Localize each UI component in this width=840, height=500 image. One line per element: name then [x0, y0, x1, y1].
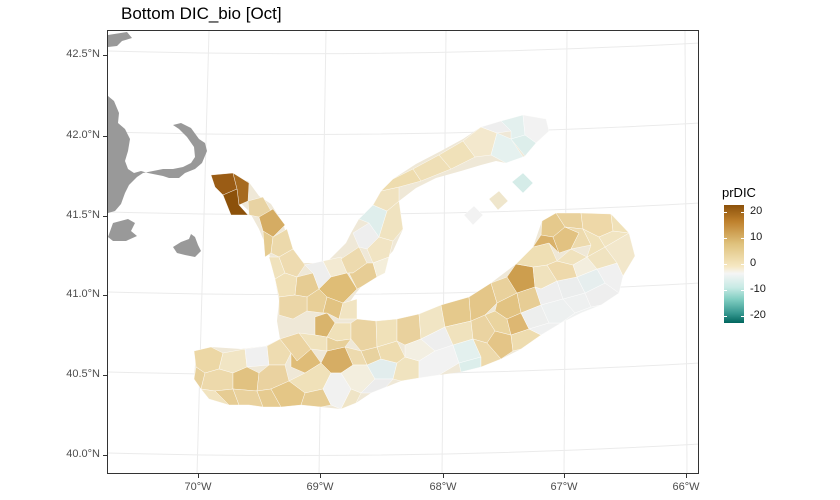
graticule: [108, 31, 698, 473]
lon-tick: [443, 474, 444, 478]
lon-tick: [564, 474, 565, 478]
legend-colorbar: [724, 205, 744, 323]
map-title: Bottom DIC_bio [Oct]: [121, 4, 282, 23]
legend-label-10: 10: [750, 231, 763, 243]
lat-tick: [103, 455, 107, 456]
cells: [193, 114, 636, 410]
lat-label-40-0: 40.0°N: [66, 448, 100, 460]
legend-label-minus-10: -10: [750, 283, 766, 295]
lat-label-42-0: 42.0°N: [66, 129, 100, 141]
lon-tick: [198, 474, 199, 478]
lat-tick: [103, 136, 107, 137]
legend-tick: [741, 238, 744, 239]
lat-label-40-5: 40.5°N: [66, 368, 100, 380]
legend-label-0: 0: [750, 257, 757, 269]
legend-tick: [741, 264, 744, 265]
map-svg: [108, 31, 698, 473]
lon-label-70w: 70°W: [184, 481, 212, 493]
lon-tick: [320, 474, 321, 478]
lon-label-66w: 66°W: [672, 481, 700, 493]
legend-tick: [741, 316, 744, 317]
map-panel: [107, 30, 699, 474]
legend-tick: [724, 238, 727, 239]
lat-tick: [103, 375, 107, 376]
legend-tick: [724, 264, 727, 265]
lat-label-42-5: 42.5°N: [66, 48, 100, 60]
lon-label-69w: 69°W: [306, 481, 334, 493]
land: [108, 32, 207, 257]
lat-tick: [103, 295, 107, 296]
lon-label-68w: 68°W: [429, 481, 457, 493]
legend-tick: [741, 290, 744, 291]
lat-label-41-5: 41.5°N: [66, 209, 100, 221]
legend-tick: [724, 290, 727, 291]
lat-label-41-0: 41.0°N: [66, 288, 100, 300]
legend-label-minus-20: -20: [750, 309, 766, 321]
legend-tick: [724, 316, 727, 317]
lat-tick: [103, 216, 107, 217]
legend-label-20: 20: [750, 205, 763, 217]
legend-tick: [741, 212, 744, 213]
lon-label-67w: 67°W: [550, 481, 578, 493]
lon-tick: [686, 474, 687, 478]
lat-tick: [103, 55, 107, 56]
legend-title: prDIC: [722, 185, 756, 200]
legend-tick: [724, 212, 727, 213]
